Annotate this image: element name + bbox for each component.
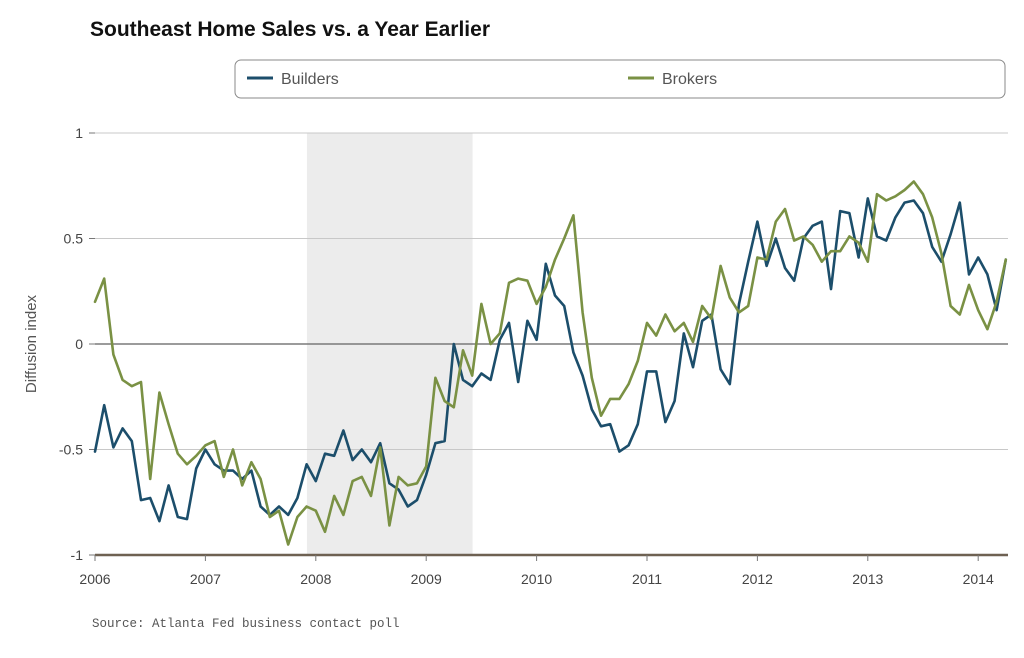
x-tick-label-5: 2011 — [632, 571, 662, 587]
y-axis-label: Diffusion index — [23, 294, 40, 393]
y-tick-label-2: 0 — [75, 336, 83, 352]
chart-title: Southeast Home Sales vs. a Year Earlier — [90, 18, 490, 41]
series-line-brokers — [93, 180, 1008, 546]
source-note: Source: Atlanta Fed business contact pol… — [92, 617, 400, 631]
legend: Builders Brokers — [234, 59, 1006, 99]
x-tick-label-2: 2008 — [300, 571, 331, 587]
legend-label-brokers: Brokers — [662, 71, 717, 88]
x-tick-label-7: 2013 — [852, 571, 883, 587]
x-tick-label-8: 2014 — [963, 571, 994, 587]
y-tick-label-3: -0.5 — [59, 442, 83, 458]
legend-label-builders: Builders — [281, 71, 339, 88]
x-tick-label-3: 2009 — [411, 571, 442, 587]
y-tick-label-0: 1 — [75, 125, 83, 141]
y-tick-label-4: -1 — [71, 547, 84, 563]
x-tick-label-6: 2012 — [742, 571, 773, 587]
x-tick-label-0: 2006 — [79, 571, 110, 587]
plot-area: 1 0.5 0 -0.5 -1 2006 2007 2008 2009 2010 2011 2012 2… — [23, 125, 1008, 587]
y-tick-label-1: 0.5 — [64, 231, 84, 247]
legend-box — [234, 59, 1006, 99]
x-tick-label-4: 2010 — [521, 571, 552, 587]
x-tick-label-1: 2007 — [190, 571, 221, 587]
